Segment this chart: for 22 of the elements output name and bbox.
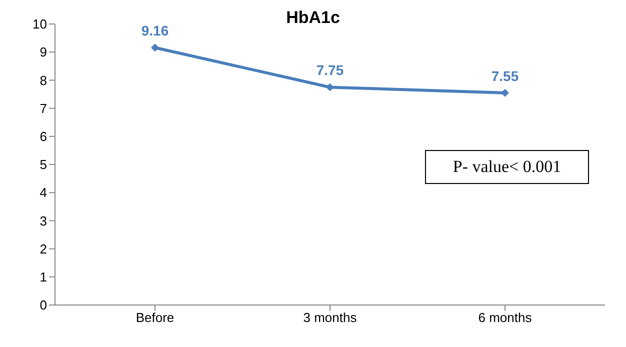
point xyxy=(326,83,334,92)
y-tick-label: 4 xyxy=(40,185,47,200)
data-label: 7.75 xyxy=(316,62,344,78)
data-label: 7.55 xyxy=(491,68,519,84)
y-tick-label: 2 xyxy=(40,241,47,256)
y-tick-label: 8 xyxy=(40,72,47,88)
y-tick-label: 6 xyxy=(40,129,47,144)
annotation: P- value< 0.001 xyxy=(425,150,589,184)
x-tick-label: 3 months xyxy=(303,310,358,326)
y-tick-label: 10 xyxy=(32,16,47,32)
y-tick-label: 5 xyxy=(40,157,47,172)
point xyxy=(151,44,159,52)
data-label: 9.16 xyxy=(141,22,169,39)
x-tick-label: 6 months xyxy=(478,310,532,326)
point xyxy=(501,88,509,97)
y-tick-label: 0 xyxy=(40,298,47,313)
y-tick-label: 3 xyxy=(40,213,47,228)
y-tick-label: 1 xyxy=(40,270,47,285)
y-tick-label: 9 xyxy=(40,44,47,60)
chart-title: HbA1c xyxy=(286,8,340,27)
x-tick-label: Before xyxy=(136,310,174,326)
y-tick-label: 7 xyxy=(40,100,47,116)
